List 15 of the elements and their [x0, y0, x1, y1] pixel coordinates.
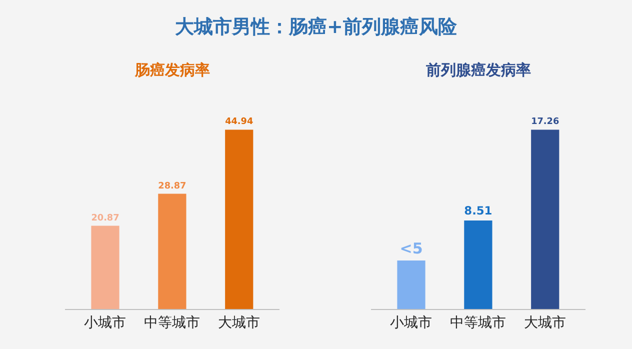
x-tick-label: 小城市 — [390, 314, 432, 331]
data-label: 8.51 — [464, 204, 492, 218]
data-label: <5 — [400, 240, 423, 258]
chart-title: 前列腺癌发病率 — [425, 61, 531, 79]
data-label: 17.26 — [531, 117, 560, 128]
x-tick-label: 大城市 — [524, 314, 566, 331]
data-label: 20.87 — [91, 213, 120, 224]
data-label: 28.87 — [158, 181, 186, 192]
x-tick-label: 大城市 — [218, 314, 260, 331]
x-tick-label: 中等城市 — [450, 314, 506, 331]
text: 大城市男性：肠癌+前列腺癌风险 — [175, 16, 458, 38]
data-label: 44.94 — [225, 117, 254, 128]
x-tick-label: 中等城市 — [144, 314, 200, 331]
chart-title: 肠癌发病率 — [134, 61, 210, 79]
x-tick-label: 小城市 — [84, 314, 126, 331]
